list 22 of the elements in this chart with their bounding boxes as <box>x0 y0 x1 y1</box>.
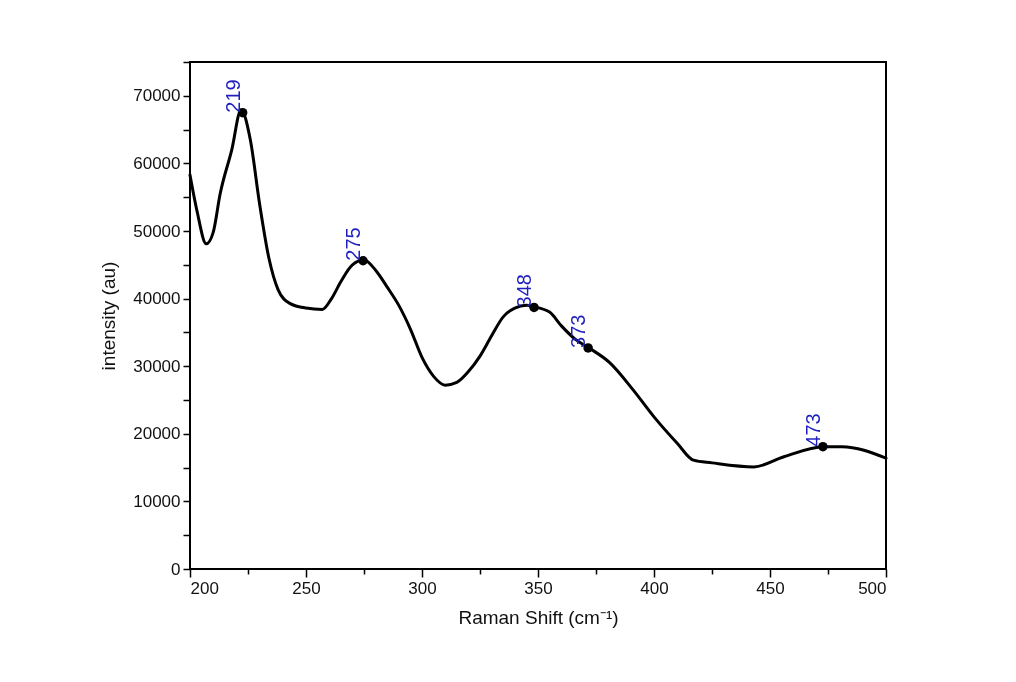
annotation: 473 <box>801 413 824 447</box>
y-tick-label: 10000 <box>133 491 181 511</box>
x-tick-label: 200 <box>190 578 219 598</box>
y-tick-label: 20000 <box>133 424 181 444</box>
annotation: 348 <box>513 274 536 308</box>
y-tick-label: 70000 <box>133 86 181 106</box>
x-tick-label: 300 <box>408 578 437 598</box>
y-axis-title: intensity (au) <box>98 261 120 371</box>
y-tick-label: 60000 <box>133 153 181 173</box>
x-axis-title: Raman Shift (cm⁻¹) <box>458 606 619 628</box>
y-tick-label: 50000 <box>133 221 181 241</box>
annotation: 275 <box>342 227 365 261</box>
x-tick-label: 350 <box>524 578 553 598</box>
annotation: 373 <box>567 314 590 348</box>
x-tick-label: 400 <box>640 578 669 598</box>
x-tick-label: 500 <box>858 578 887 598</box>
annotation: 219 <box>221 79 244 113</box>
y-tick-label: 30000 <box>133 356 181 376</box>
y-tick-label: 40000 <box>133 289 181 309</box>
x-tick-label: 450 <box>756 578 785 598</box>
y-tick-label: 0 <box>171 559 181 579</box>
x-tick-label: 250 <box>292 578 321 598</box>
